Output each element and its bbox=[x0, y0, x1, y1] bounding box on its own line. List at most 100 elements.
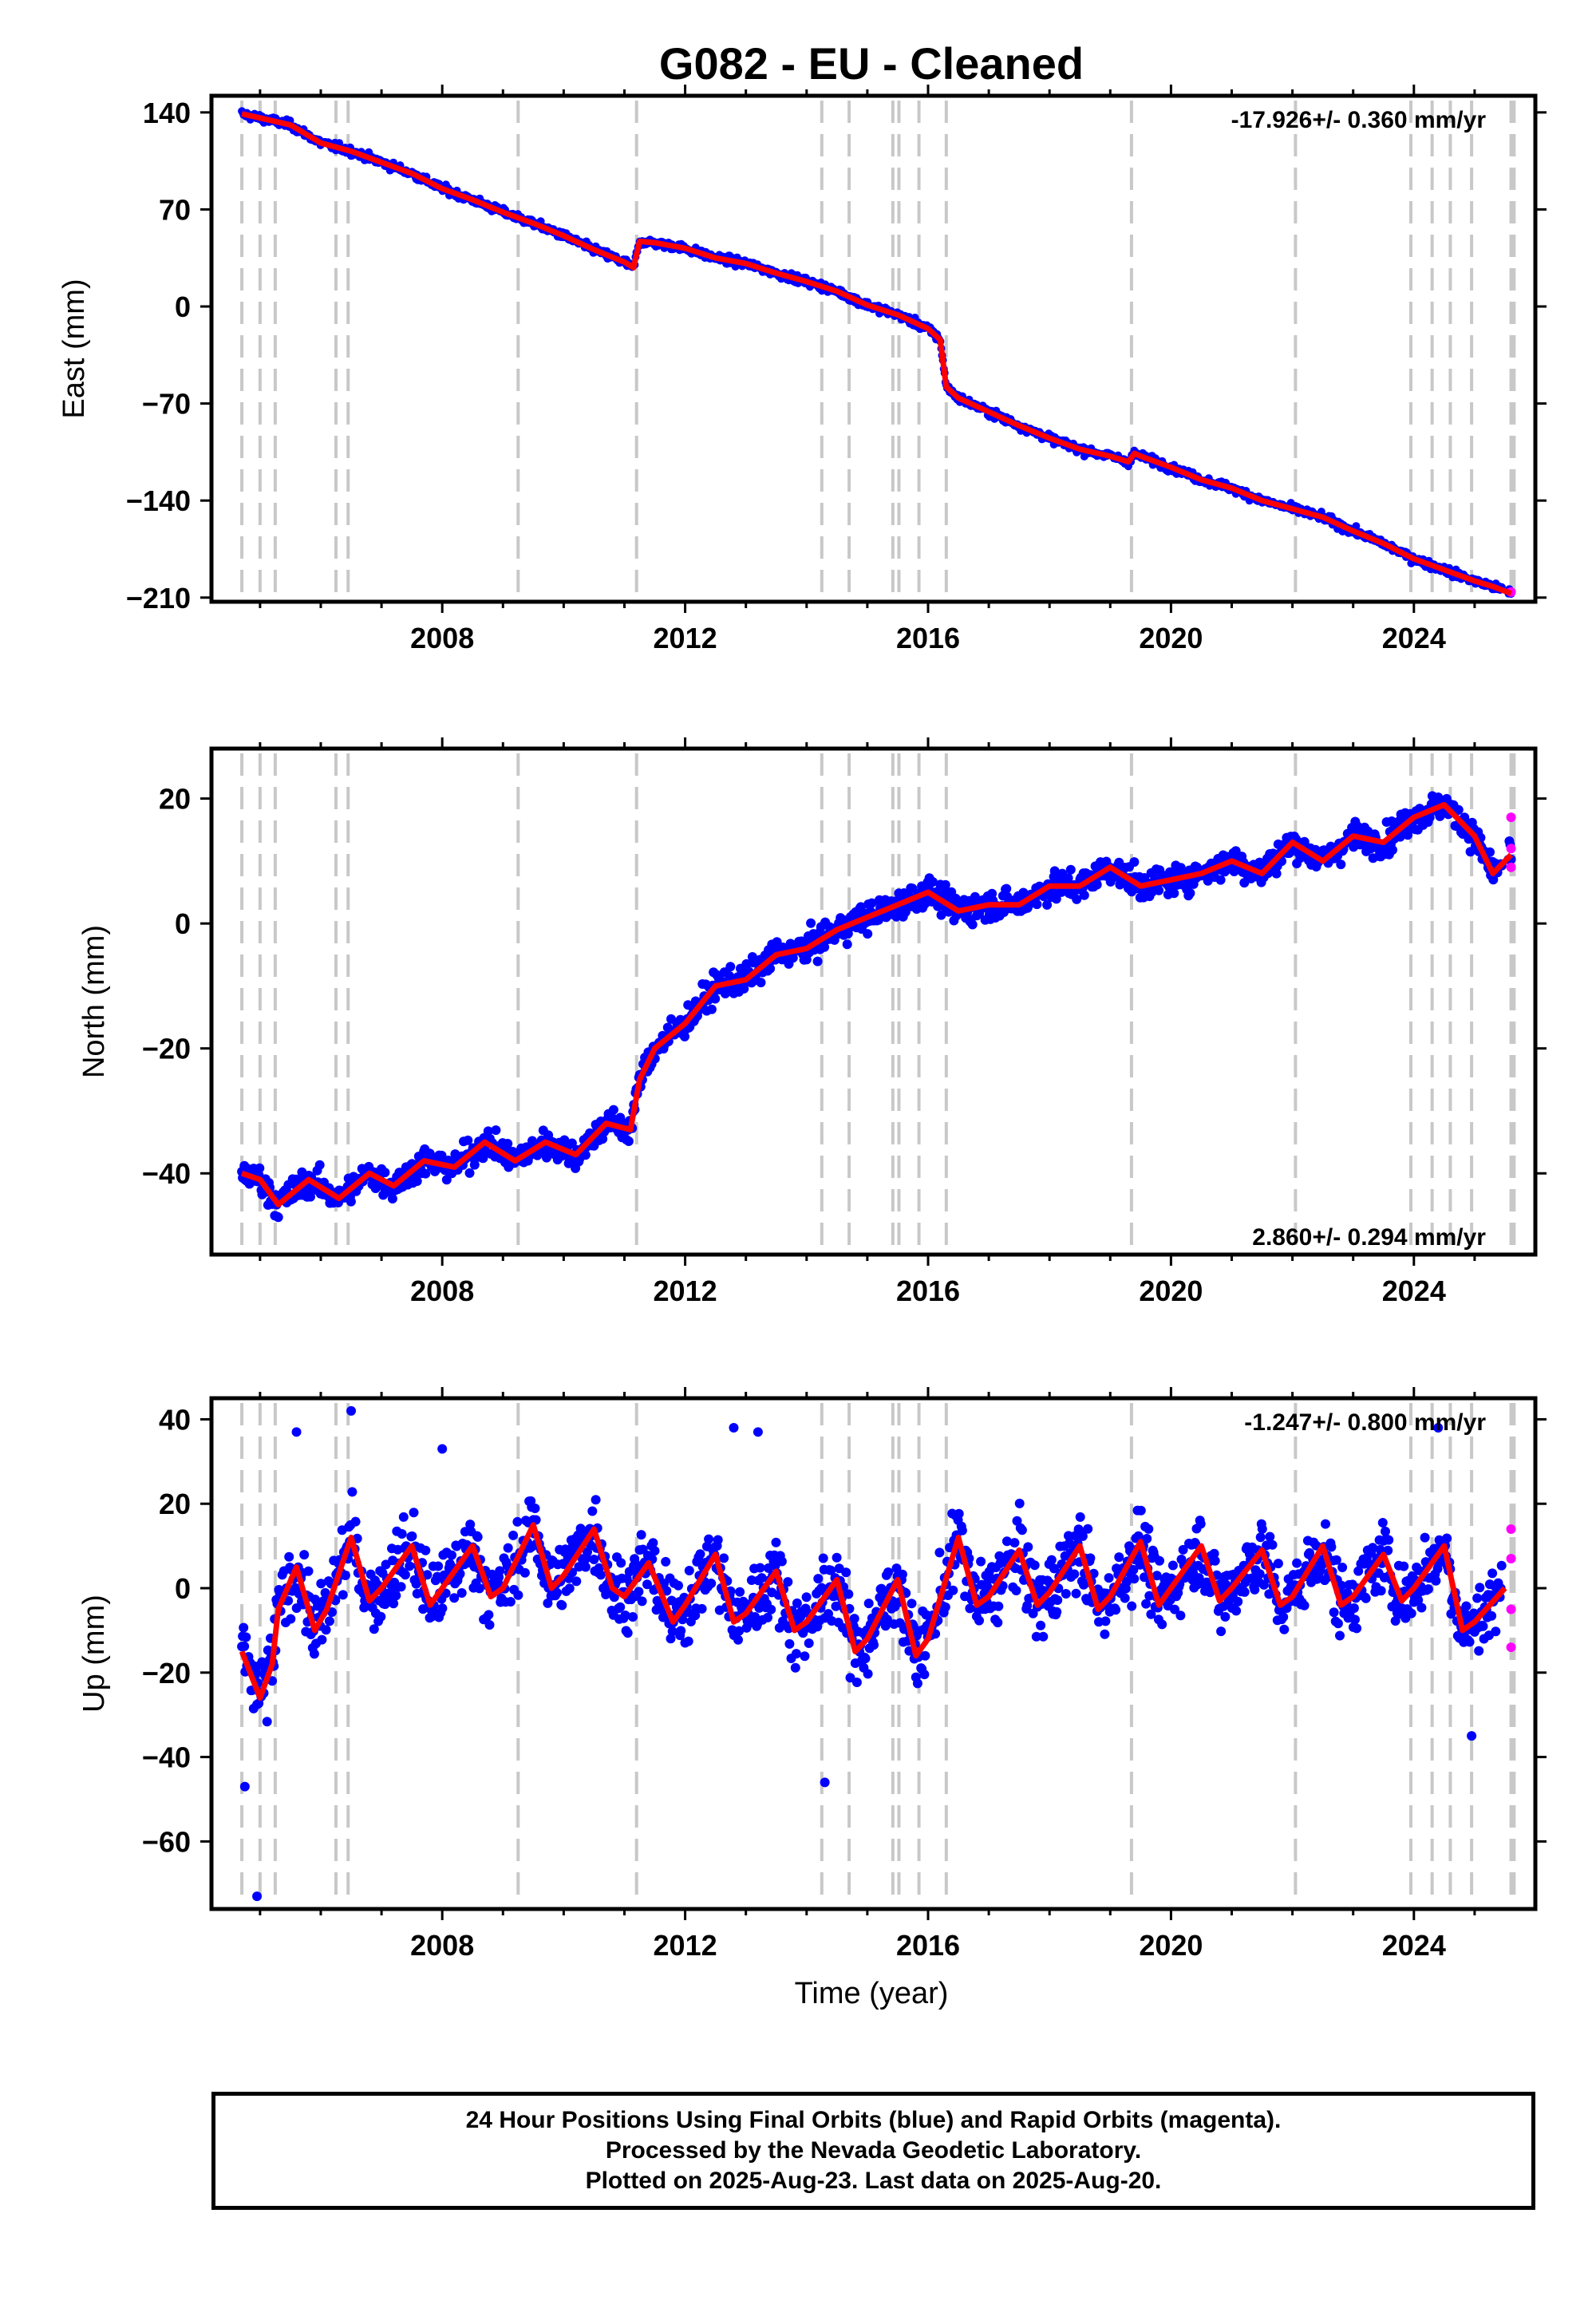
y-tick-label: −40 bbox=[142, 1157, 191, 1190]
final-orbit-point bbox=[940, 1602, 950, 1612]
final-orbit-point bbox=[1031, 1631, 1041, 1642]
final-orbit-point bbox=[1254, 1569, 1265, 1579]
final-orbit-point bbox=[1155, 1555, 1164, 1566]
final-orbit-points bbox=[237, 1405, 1507, 1902]
final-orbit-point bbox=[676, 1626, 686, 1636]
rapid-orbit-point bbox=[1506, 1524, 1516, 1534]
final-orbit-point bbox=[1257, 1524, 1267, 1534]
final-orbit-point bbox=[1413, 1595, 1424, 1605]
final-orbit-point bbox=[800, 1651, 810, 1662]
final-orbit-point bbox=[954, 1508, 964, 1519]
final-orbit-point bbox=[695, 1549, 705, 1559]
final-orbit-point bbox=[397, 1529, 407, 1539]
final-orbit-point bbox=[684, 1566, 694, 1575]
final-orbit-point bbox=[1001, 883, 1012, 894]
final-orbit-point bbox=[503, 1139, 513, 1148]
footer-line-1: 24 Hour Positions Using Final Orbits (bl… bbox=[465, 2107, 1282, 2133]
final-orbit-point bbox=[1472, 1593, 1483, 1603]
x-axis-label: Time (year) bbox=[795, 1977, 949, 2010]
final-orbit-point bbox=[491, 1125, 501, 1136]
final-orbit-point bbox=[409, 1508, 419, 1518]
final-orbit-point bbox=[806, 918, 816, 928]
final-orbit-point bbox=[255, 1163, 265, 1173]
final-orbit-point bbox=[433, 1561, 444, 1571]
final-orbit-point bbox=[1326, 1542, 1337, 1552]
final-orbit-point bbox=[897, 1569, 907, 1579]
velocity-rate-label: -1.247+/- 0.800 mm/yr bbox=[1244, 1409, 1486, 1436]
final-orbit-point bbox=[849, 1614, 859, 1624]
final-orbit-point bbox=[1279, 1624, 1290, 1634]
final-orbit-point bbox=[1036, 1620, 1046, 1630]
final-orbit-point bbox=[1406, 1608, 1416, 1618]
final-orbit-point bbox=[851, 1678, 862, 1687]
final-orbit-point bbox=[1475, 1583, 1485, 1593]
final-orbit-point bbox=[1432, 1563, 1443, 1574]
final-orbit-point bbox=[1424, 812, 1435, 823]
final-orbit-point bbox=[642, 1579, 652, 1590]
final-orbit-point bbox=[993, 1618, 1003, 1628]
final-orbit-point bbox=[1077, 1531, 1088, 1541]
final-orbit-point bbox=[1210, 1555, 1220, 1566]
final-orbit-point bbox=[396, 1582, 406, 1592]
final-orbit-point bbox=[1273, 1559, 1283, 1569]
final-orbit-point bbox=[863, 929, 873, 939]
final-orbit-point bbox=[994, 1601, 1004, 1611]
final-orbit-point bbox=[1127, 1601, 1137, 1611]
final-orbit-point bbox=[1029, 1560, 1040, 1571]
final-orbit-point bbox=[1496, 1560, 1507, 1571]
final-orbit-point bbox=[820, 1777, 830, 1788]
final-orbit-point bbox=[441, 1175, 452, 1185]
final-orbit-point bbox=[1349, 1603, 1359, 1613]
final-orbit-point bbox=[804, 1638, 814, 1648]
final-orbit-point bbox=[1352, 1623, 1362, 1634]
final-orbit-point bbox=[826, 1565, 836, 1575]
final-orbit-point bbox=[1431, 1575, 1441, 1586]
final-orbit-point bbox=[1331, 1555, 1341, 1565]
final-orbit-point bbox=[755, 1563, 765, 1573]
final-orbit-point bbox=[1071, 1588, 1081, 1599]
final-orbit-point bbox=[725, 962, 736, 972]
y-tick-label: −40 bbox=[142, 1741, 191, 1774]
final-orbit-point bbox=[262, 1717, 272, 1727]
final-orbit-points bbox=[237, 791, 1516, 1223]
final-orbit-point bbox=[680, 1031, 689, 1041]
final-orbit-point bbox=[812, 956, 823, 966]
y-tick-label: 0 bbox=[175, 290, 191, 323]
final-orbit-point bbox=[587, 1506, 598, 1516]
final-orbit-point bbox=[1085, 1553, 1096, 1563]
final-orbit-point bbox=[1271, 868, 1282, 879]
final-orbit-point bbox=[1233, 1596, 1243, 1607]
final-orbit-point bbox=[495, 1566, 505, 1576]
final-orbit-point bbox=[421, 1545, 431, 1555]
final-orbit-point bbox=[1361, 1593, 1371, 1603]
final-orbit-point bbox=[239, 1641, 250, 1651]
plot-frame bbox=[209, 93, 1538, 604]
final-orbit-point bbox=[628, 1612, 638, 1622]
final-orbit-point bbox=[564, 1583, 575, 1594]
final-orbit-point bbox=[704, 1534, 714, 1544]
final-orbit-point bbox=[369, 1624, 379, 1634]
final-orbit-point bbox=[1278, 1612, 1289, 1622]
final-orbit-point bbox=[512, 1516, 523, 1527]
y-axis-label: Up (mm) bbox=[77, 1595, 111, 1713]
final-orbit-point bbox=[400, 1570, 410, 1580]
y-axis-label: North (mm) bbox=[77, 925, 111, 1078]
final-orbit-point bbox=[1144, 1524, 1154, 1534]
final-orbit-point bbox=[674, 1580, 683, 1591]
final-orbit-point bbox=[1129, 857, 1140, 868]
final-orbit-point bbox=[421, 1168, 431, 1179]
final-orbit-point bbox=[350, 1516, 361, 1527]
final-orbit-point bbox=[338, 1590, 348, 1600]
final-orbit-point bbox=[552, 1587, 562, 1598]
final-orbit-point bbox=[347, 1487, 358, 1497]
x-tick-label: 2012 bbox=[654, 1275, 717, 1307]
final-orbit-point bbox=[1239, 1587, 1250, 1597]
final-orbit-point bbox=[863, 1599, 874, 1609]
final-orbit-point bbox=[1152, 1571, 1162, 1581]
final-orbit-point bbox=[912, 1678, 922, 1689]
x-tick-label: 2012 bbox=[654, 1929, 717, 1962]
final-orbit-point bbox=[729, 1423, 739, 1433]
y-tick-label: −20 bbox=[142, 1033, 191, 1065]
final-orbit-point bbox=[1333, 1618, 1343, 1629]
